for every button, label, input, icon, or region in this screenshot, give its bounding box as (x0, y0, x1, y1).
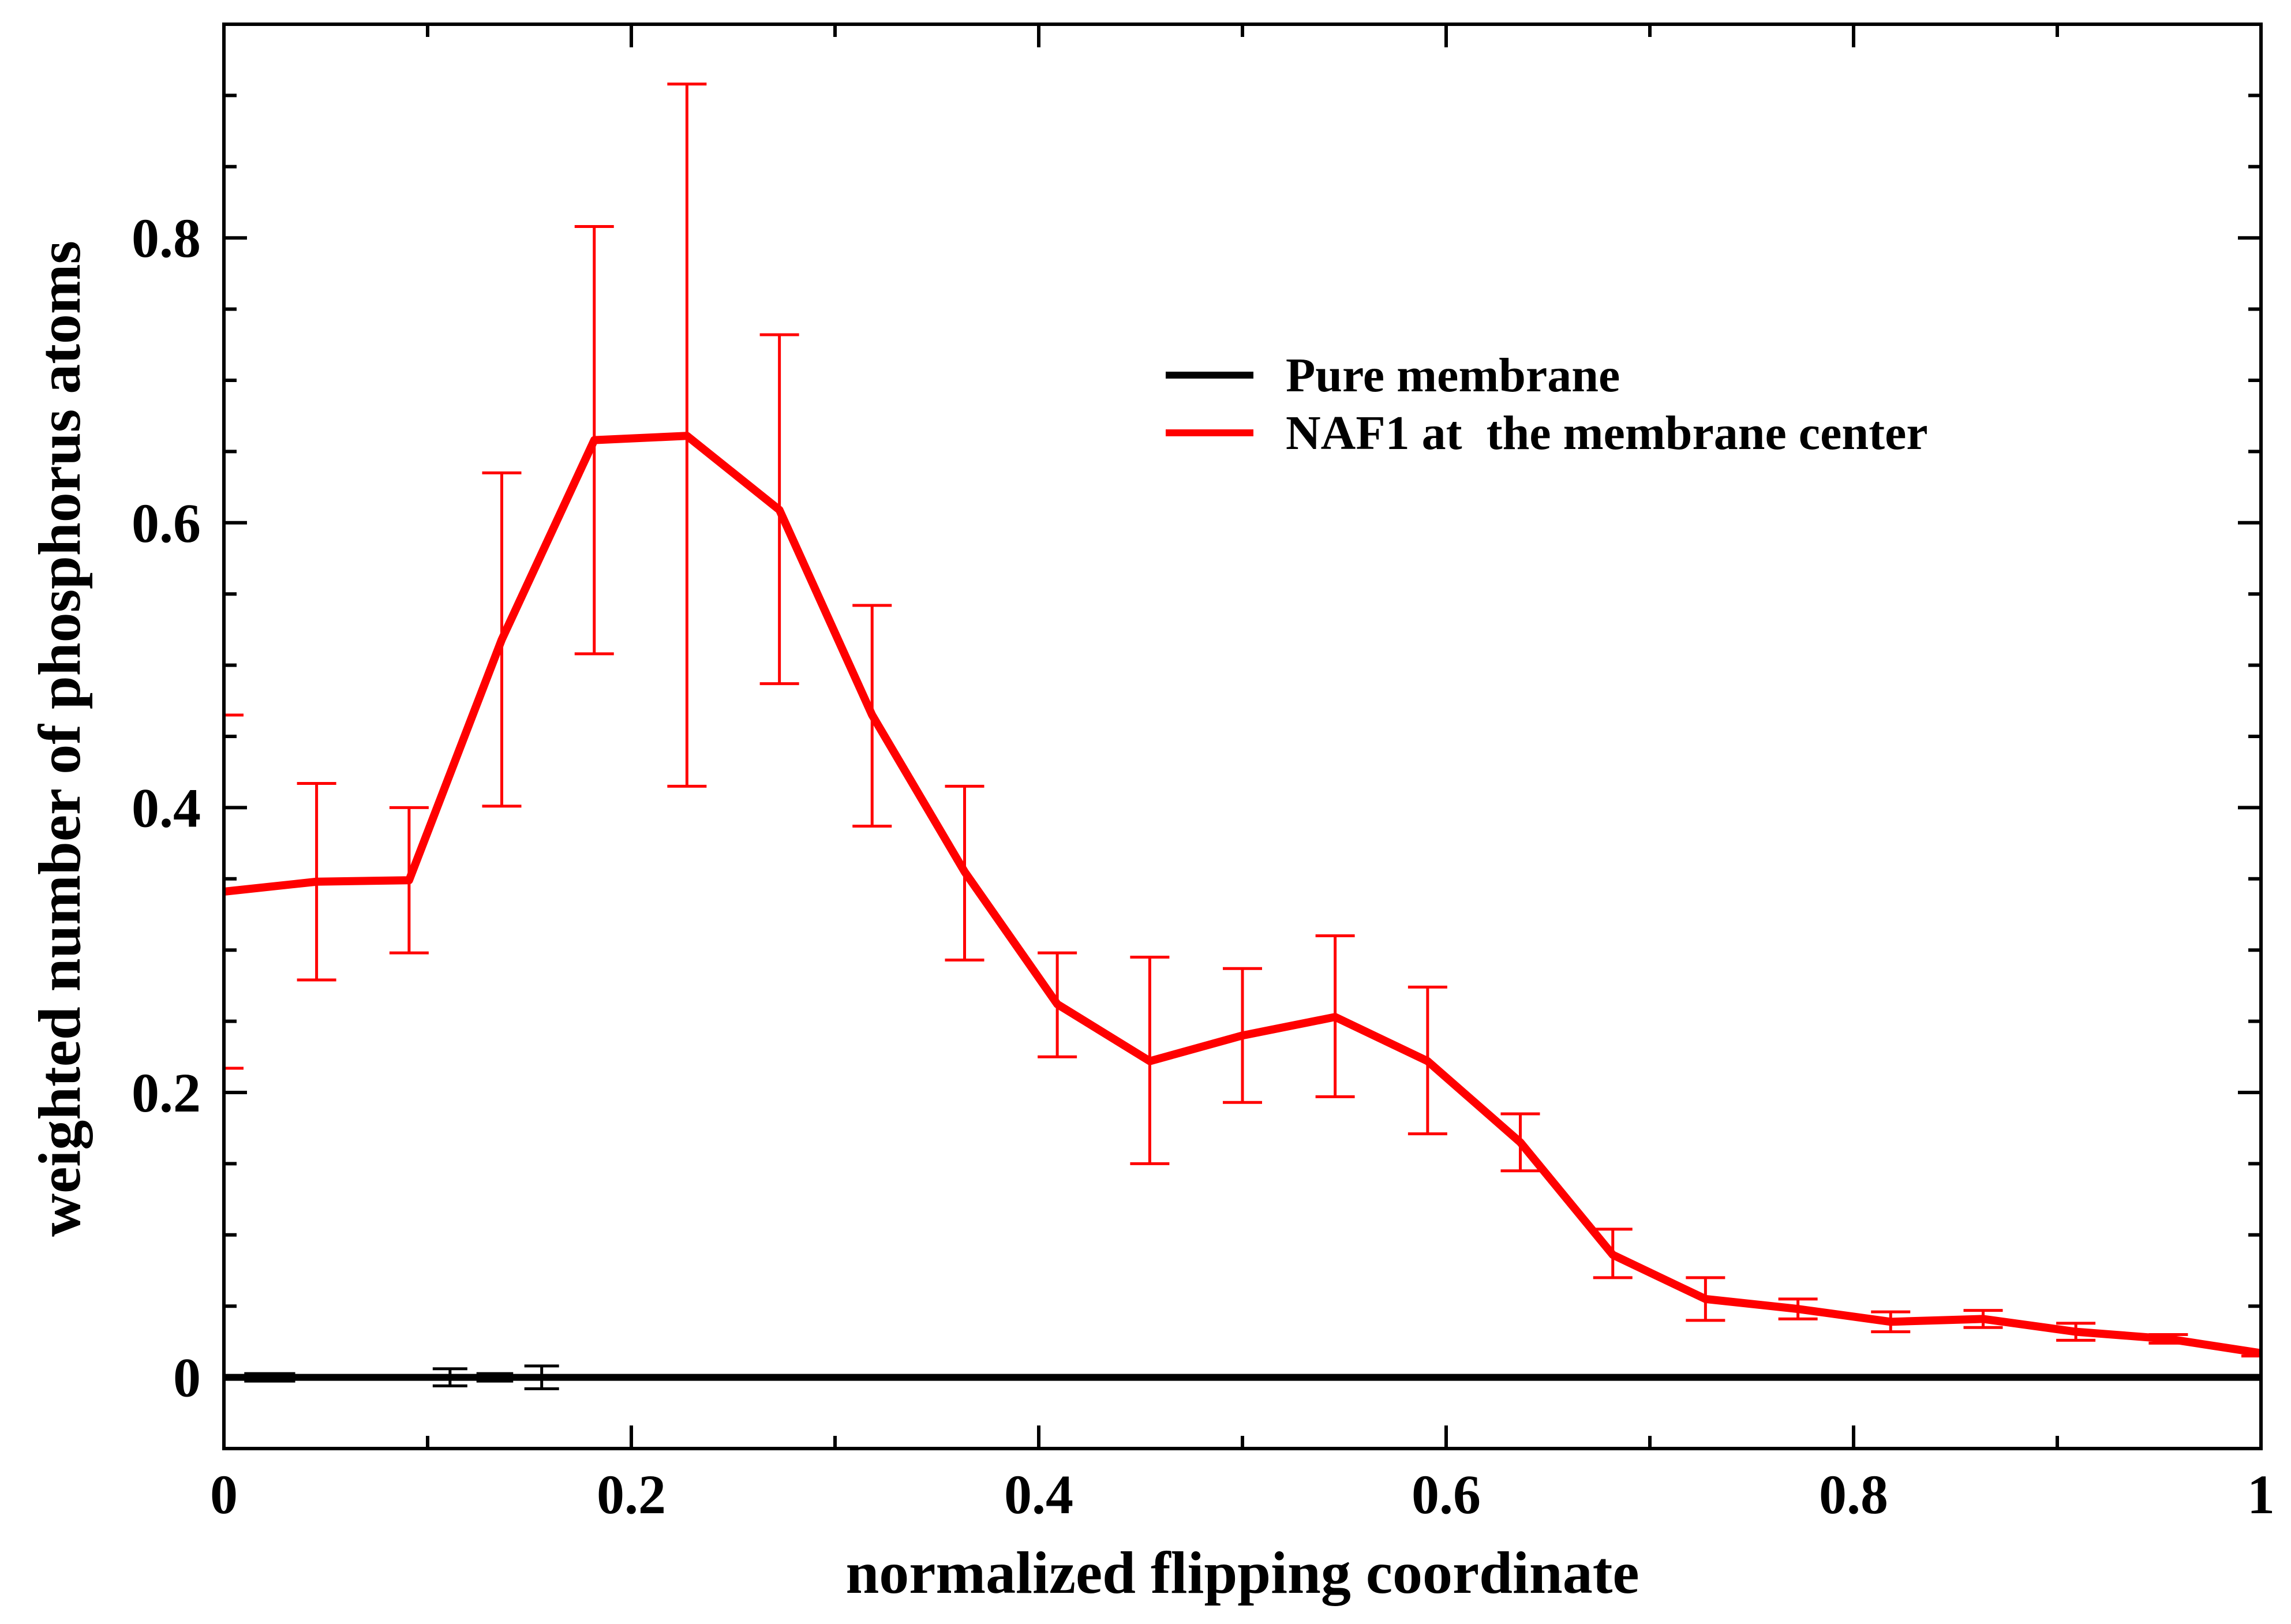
y-tick-label: 0.2 (132, 1062, 201, 1124)
x-tick-label: 0.4 (1004, 1464, 1073, 1525)
x-tick-label: 1 (2247, 1464, 2275, 1525)
legend-label-pure-membrane: Pure membrane (1286, 349, 1620, 402)
x-axis-label: normalized flipping coordinate (845, 1540, 1639, 1606)
x-tick-label: 0.2 (597, 1464, 666, 1525)
plot-frame (222, 23, 2263, 1450)
y-tick-label: 0 (173, 1347, 201, 1409)
y-tick-label: 0.6 (132, 492, 201, 554)
legend: Pure membrane NAF1 at the membrane cente… (1166, 349, 1928, 460)
tick-labels: 0 0.2 0.4 0.6 0.8 1 0 0.2 0.4 0.6 0.8 (132, 207, 2275, 1525)
x-tick-label: 0.6 (1412, 1464, 1481, 1525)
axis-ticks (222, 24, 2263, 1449)
y-axis-label: weighted number of phosphorus atoms (27, 241, 93, 1237)
x-tick-label: 0 (210, 1464, 238, 1525)
legend-label-naf1: NAF1 at the membrane center (1286, 406, 1928, 460)
chart-series (222, 83, 2263, 1390)
x-tick-label: 0.8 (1819, 1464, 1888, 1525)
y-tick-label: 0.8 (132, 207, 201, 269)
y-tick-label: 0.4 (132, 777, 201, 839)
series-line-naf1 (223, 432, 2262, 1357)
